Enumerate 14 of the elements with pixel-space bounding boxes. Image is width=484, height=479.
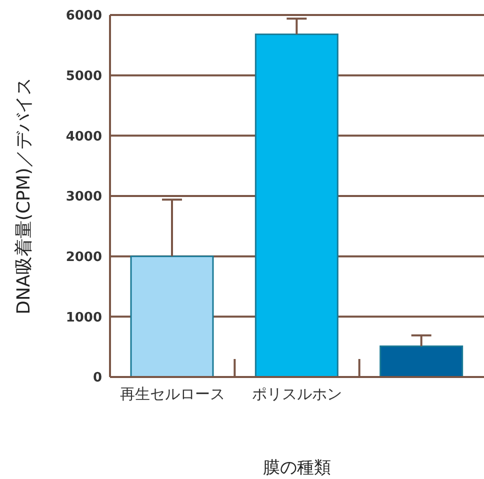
y-tick-label: 6000 [66, 8, 102, 24]
x-tick-label: ポリスルホン [252, 385, 342, 403]
bar [130, 256, 214, 377]
x-axis-title: 膜の種類 [263, 458, 331, 478]
y-tick-label: 4000 [66, 129, 102, 144]
y-tick-label: 3000 [66, 190, 102, 205]
y-tick-label: 0 [92, 370, 102, 386]
y-tick-label: 1000 [66, 310, 102, 326]
y-axis-title: DNA吸着量(CPM)／デバイス [14, 78, 34, 314]
x-tick-label: 再生セルロース [120, 385, 225, 403]
y-tick-label: 2000 [66, 250, 102, 265]
bar [254, 34, 338, 377]
bar [380, 345, 464, 377]
y-tick-label: 5000 [66, 68, 102, 84]
